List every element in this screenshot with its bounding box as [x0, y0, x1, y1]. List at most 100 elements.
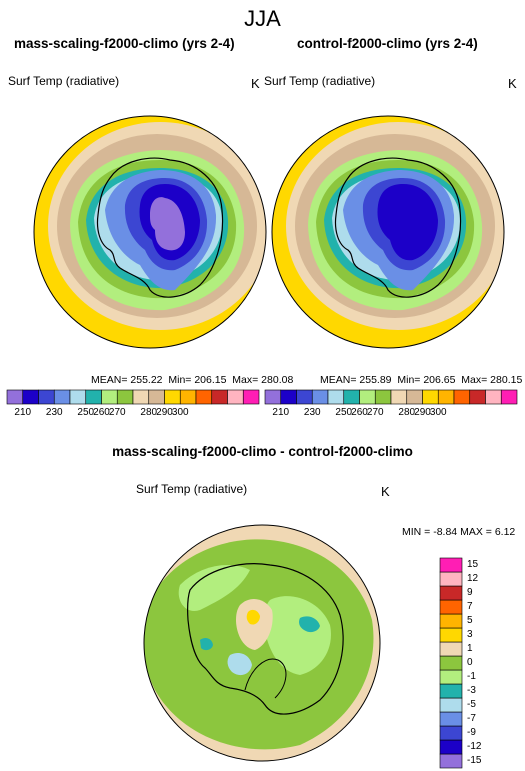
colorbar-panel-1 [6, 389, 260, 405]
colorbar-panel-1-swatch [132, 389, 150, 405]
colorbar-panel-1-swatch [69, 389, 87, 405]
colorbar-difference-swatch [439, 683, 463, 699]
colorbar-panel-2-swatch [296, 389, 313, 405]
colorbar-difference-swatch [439, 725, 463, 741]
colorbar-panel-2-tick-label: 250 [335, 407, 353, 418]
colorbar-panel-1-swatch [242, 389, 260, 405]
colorbar-difference-tick-label: -12 [467, 741, 482, 752]
colorbar-difference-swatch [439, 641, 463, 657]
colorbar-difference-swatch [439, 571, 463, 587]
difference-units: K [381, 484, 390, 499]
panel-1-variable-label: Surf Temp (radiative) [8, 74, 120, 88]
colorbar-difference [439, 557, 463, 769]
panel-2-max: Max= 280.15 [461, 374, 523, 386]
colorbar-panel-2-swatch [374, 389, 392, 405]
difference-max-value: 6.12 [494, 526, 516, 538]
colorbar-difference-tick-label: 5 [467, 615, 473, 626]
colorbar-panel-2-tick-label: 280 [398, 407, 416, 418]
colorbar-panel-1-tick-label: 230 [45, 407, 63, 418]
colorbar-panel-2-swatch [359, 389, 376, 405]
colorbar-panel-1-swatch [6, 389, 24, 405]
colorbar-panel-2-swatch [437, 389, 455, 405]
colorbar-panel-1-swatch [211, 389, 228, 405]
panel-1-title: mass-scaling-f2000-climo (yrs 2-4) [14, 36, 235, 51]
colorbar-difference-swatch [439, 711, 463, 727]
colorbar-panel-2-tick-label: 290 [414, 407, 431, 418]
colorbar-difference-swatch [439, 557, 463, 573]
colorbar-difference-swatch [439, 627, 463, 643]
difference-min-label: MIN = [402, 526, 431, 538]
colorbar-difference-swatch [439, 669, 463, 685]
colorbar-panel-2-swatch [485, 389, 502, 405]
colorbar-panel-1-tick-label: 210 [14, 407, 32, 418]
difference-variable-label: Surf Temp (radiative) [136, 482, 248, 496]
difference-min-value: -8.84 [433, 526, 458, 538]
colorbar-panel-1-tick-label: 260 [93, 407, 110, 418]
colorbar-panel-1-swatch [116, 389, 134, 405]
colorbar-panel-1-swatch [179, 389, 197, 405]
panel-1-units: K [251, 76, 260, 91]
colorbar-difference-swatch [439, 753, 463, 769]
panel-2-mean: MEAN= 255.89 [320, 374, 392, 386]
colorbar-difference-tick-label: -7 [467, 713, 476, 724]
colorbar-panel-2-swatch [406, 389, 423, 405]
panel-2-variable-label: Surf Temp (radiative) [264, 74, 376, 88]
panel-1-min: Min= 206.15 [168, 374, 227, 386]
colorbar-panel-2-swatch [422, 389, 439, 405]
colorbar-difference-swatch [439, 613, 463, 629]
colorbar-panel-2-tick-label: 210 [272, 407, 290, 418]
colorbar-difference-swatch [439, 655, 463, 671]
difference-min-max: MIN = -8.84 MAX = 6.12 [402, 526, 515, 538]
colorbar-panel-1-swatch [148, 389, 165, 405]
colorbar-panel-1-tick-label: 290 [156, 407, 173, 418]
difference-max-label: MAX = [460, 526, 492, 538]
colorbar-difference-swatch [439, 739, 463, 755]
colorbar-panel-2-swatch [500, 389, 518, 405]
colorbar-panel-1-tick-label: 250 [77, 407, 95, 418]
colorbar-difference-tick-label: 7 [467, 601, 473, 612]
colorbar-panel-1-swatch [85, 389, 102, 405]
colorbar-panel-2 [264, 389, 518, 405]
colorbar-difference-tick-label: 0 [467, 657, 473, 668]
colorbar-panel-2-swatch [469, 389, 486, 405]
colorbar-panel-1-tick-label: 270 [108, 407, 126, 418]
colorbar-panel-2-ticks: 210 230 250 260 270 280 290 300 [265, 407, 517, 421]
colorbar-panel-1-swatch [53, 389, 71, 405]
colorbar-panel-2-tick-label: 260 [351, 407, 368, 418]
colorbar-panel-1-swatch [164, 389, 181, 405]
panel-2-units: K [508, 76, 517, 91]
colorbar-panel-2-swatch [390, 389, 408, 405]
colorbar-panel-2-tick-label: 270 [366, 407, 384, 418]
colorbar-difference-tick-label: 9 [467, 587, 473, 598]
colorbar-panel-1-swatch [227, 389, 244, 405]
colorbar-panel-1-ticks: 210 230 250 260 270 280 290 300 [7, 407, 259, 421]
colorbar-panel-2-swatch [264, 389, 282, 405]
colorbar-panel-2-swatch [453, 389, 471, 405]
difference-title: mass-scaling-f2000-climo - control-f2000… [112, 444, 413, 459]
colorbar-panel-2-swatch [280, 389, 297, 405]
colorbar-panel-1-swatch [22, 389, 39, 405]
colorbar-difference-swatch [439, 697, 463, 713]
colorbar-difference-tick-label: -3 [467, 685, 476, 696]
colorbar-difference-tick-label: 3 [467, 629, 473, 640]
colorbar-difference-tick-label: 15 [467, 559, 479, 570]
colorbar-panel-2-swatch [327, 389, 345, 405]
colorbar-panel-1-tick-label: 300 [171, 407, 189, 418]
panel-1-stats: MEAN= 255.22 Min= 206.15 Max= 280.08 [91, 374, 293, 386]
colorbar-panel-1-swatch [101, 389, 118, 405]
colorbar-panel-1-tick-label: 280 [140, 407, 158, 418]
colorbar-panel-2-swatch [311, 389, 329, 405]
colorbar-panel-2-swatch [343, 389, 360, 405]
colorbar-difference-swatch [439, 599, 463, 615]
colorbar-difference-ticks: 15 12 9 7 5 3 1 0 -1 -3 -5 -7 -9 -12 -15 [467, 558, 507, 768]
colorbar-difference-tick-label: -15 [467, 755, 482, 766]
colorbar-difference-tick-label: -9 [467, 727, 476, 738]
colorbar-difference-tick-label: 12 [467, 573, 479, 584]
colorbar-difference-tick-label: -5 [467, 699, 476, 710]
panel-1-mean: MEAN= 255.22 [91, 374, 163, 386]
colorbar-panel-1-swatch [195, 389, 213, 405]
panel-2-stats: MEAN= 255.89 Min= 206.65 Max= 280.15 [320, 374, 522, 386]
panel-2-title: control-f2000-climo (yrs 2-4) [297, 36, 478, 51]
colorbar-difference-swatch [439, 585, 463, 601]
colorbar-difference-tick-label: 1 [467, 643, 473, 654]
